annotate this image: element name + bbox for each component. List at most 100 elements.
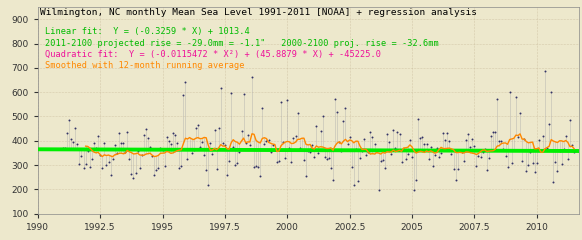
Point xyxy=(254,165,263,169)
Point xyxy=(378,158,388,162)
Point xyxy=(487,134,496,138)
Point xyxy=(141,127,151,131)
Point xyxy=(534,138,544,142)
Point xyxy=(538,134,548,138)
Point xyxy=(114,131,123,135)
Text: 2011-2100 projected rise = -29.0mm = -1.1"   2000-2100 proj. rise = -32.6mm: 2011-2100 projected rise = -29.0mm = -1.… xyxy=(45,39,439,48)
Point xyxy=(303,149,313,153)
Point xyxy=(357,150,367,153)
Point xyxy=(382,132,392,136)
Point xyxy=(94,134,103,138)
Point xyxy=(208,152,217,156)
Point xyxy=(521,169,531,173)
Point xyxy=(505,90,514,94)
Point xyxy=(205,141,215,145)
Point xyxy=(426,145,435,149)
Point xyxy=(197,140,207,144)
Point xyxy=(345,136,354,139)
Point xyxy=(405,138,414,141)
Point xyxy=(247,75,257,79)
Point xyxy=(220,143,229,147)
Point xyxy=(276,101,286,104)
Point xyxy=(226,91,236,95)
Point xyxy=(443,131,452,135)
Point xyxy=(212,168,221,171)
Point xyxy=(424,157,433,161)
Point xyxy=(222,173,232,176)
Point xyxy=(399,147,409,151)
Point xyxy=(74,162,84,166)
Point xyxy=(401,157,410,161)
Point xyxy=(81,162,90,166)
Point xyxy=(336,149,346,153)
Point xyxy=(150,173,159,177)
Point xyxy=(459,159,469,163)
Point xyxy=(154,166,163,170)
Point xyxy=(85,165,94,169)
Text: Quadratic fit:  Y = (-0.0115472 * X²) + (45.8879 * X) + -45225.0: Quadratic fit: Y = (-0.0115472 * X²) + (… xyxy=(45,50,381,59)
Point xyxy=(546,90,556,94)
Point xyxy=(204,183,213,186)
Point xyxy=(218,141,228,145)
Point xyxy=(532,161,541,165)
Point xyxy=(158,148,167,152)
Point xyxy=(436,151,446,155)
Point xyxy=(517,160,527,163)
Point xyxy=(172,141,182,144)
Point xyxy=(331,97,340,101)
Point xyxy=(495,139,504,143)
Point xyxy=(235,150,244,154)
Point xyxy=(320,155,329,159)
Point xyxy=(407,155,417,159)
Point xyxy=(536,148,545,152)
Point xyxy=(555,150,564,153)
Point xyxy=(428,165,438,168)
Point xyxy=(216,86,225,90)
Point xyxy=(120,150,130,154)
Point xyxy=(530,170,540,174)
Point xyxy=(98,166,107,170)
Point xyxy=(289,136,298,139)
Point xyxy=(385,140,394,144)
Point xyxy=(66,137,76,141)
Point xyxy=(557,162,566,165)
Point xyxy=(245,143,254,147)
Point xyxy=(312,124,321,128)
Point xyxy=(187,151,196,155)
Point xyxy=(516,111,525,114)
Point xyxy=(434,155,443,159)
Point xyxy=(470,144,479,148)
Point xyxy=(526,150,535,154)
Point xyxy=(60,146,69,150)
Point xyxy=(160,164,169,168)
Point xyxy=(262,139,271,143)
Point xyxy=(268,143,278,147)
Point xyxy=(168,131,178,135)
Point xyxy=(225,159,234,163)
Point xyxy=(463,132,473,136)
Point xyxy=(499,148,508,151)
Point xyxy=(106,173,115,177)
Point xyxy=(266,150,275,154)
Point xyxy=(110,144,119,147)
Point xyxy=(453,167,462,170)
Point xyxy=(307,144,317,147)
Point xyxy=(365,130,375,133)
Point xyxy=(395,132,404,136)
Point xyxy=(561,134,570,138)
Point xyxy=(318,114,327,118)
Point xyxy=(137,153,147,157)
Point xyxy=(372,148,381,151)
Point xyxy=(200,153,209,157)
Point xyxy=(146,145,155,149)
Point xyxy=(335,140,344,144)
Point xyxy=(513,135,523,139)
Point xyxy=(457,150,467,154)
Point xyxy=(152,168,161,172)
Point xyxy=(393,130,402,134)
Point xyxy=(524,163,533,167)
Point xyxy=(201,168,211,172)
Point xyxy=(251,164,261,168)
Point xyxy=(353,179,363,183)
Point xyxy=(551,160,560,164)
